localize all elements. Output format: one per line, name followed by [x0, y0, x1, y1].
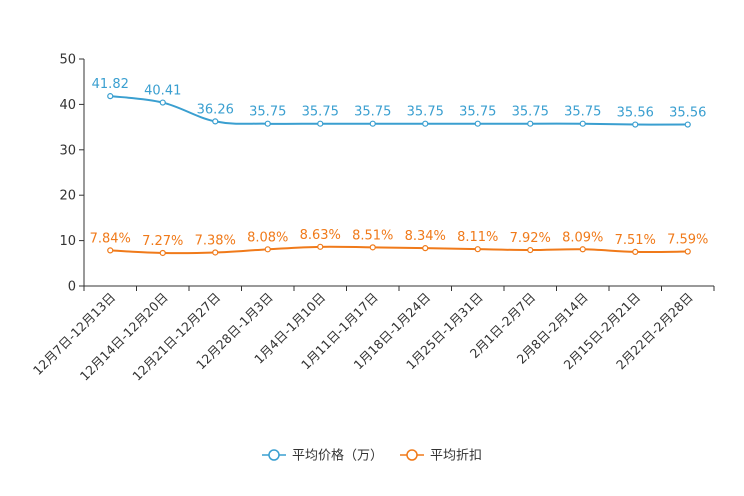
- series-1-data-label: 35.75: [407, 105, 444, 120]
- series-2-data-label: 8.63%: [300, 228, 341, 243]
- series-1-data-label: 35.75: [512, 105, 549, 120]
- series-1-data-label: 35.75: [459, 105, 496, 120]
- series-2-point[interactable]: [159, 249, 166, 257]
- series-1-point[interactable]: [264, 120, 271, 127]
- legend-marker-icon: [406, 449, 418, 461]
- series-1-point[interactable]: [317, 120, 324, 127]
- series-1-data-label: 35.75: [249, 105, 286, 120]
- series-line-2: [110, 245, 688, 255]
- series-2-point[interactable]: [369, 244, 376, 251]
- chart-axes: 0102030405012月7日-12月13日12月14日-12月20日12月2…: [30, 53, 715, 384]
- series-2-point[interactable]: [264, 246, 271, 253]
- series-1-data-label: 35.56: [617, 106, 654, 121]
- series-2-data-label: 8.08%: [247, 230, 288, 245]
- series-2-point[interactable]: [579, 246, 586, 253]
- legend-item-1[interactable]: 平均价格（万）: [262, 448, 383, 464]
- legend-marker-icon: [268, 449, 280, 461]
- series-1-data-label: 35.75: [354, 105, 391, 120]
- series-1-data-label: 40.41: [144, 84, 181, 99]
- y-tick-label: 50: [59, 53, 76, 68]
- series-2-point[interactable]: [474, 246, 481, 253]
- series-1-point[interactable]: [474, 120, 481, 127]
- series-1-point[interactable]: [159, 99, 166, 106]
- series-1-point[interactable]: [212, 118, 219, 125]
- x-tick-label: 12月21日-12月27日: [129, 290, 223, 384]
- series-2-data-label: 7.92%: [510, 231, 551, 246]
- series-2-data-label: 8.09%: [562, 230, 603, 245]
- series-2-point[interactable]: [107, 247, 114, 254]
- series-2-data-label: 8.11%: [457, 230, 498, 245]
- series-2-point[interactable]: [212, 249, 219, 256]
- series-line-1: [110, 95, 688, 126]
- chart-data-labels: 41.82 40.41 36.26 35.75 35.75 35.75 35.75 35.75…: [90, 77, 709, 249]
- y-tick-label: 40: [59, 98, 76, 113]
- series-1-data-label: 35.75: [564, 105, 601, 120]
- series-2-point[interactable]: [527, 246, 534, 254]
- y-tick-label: 10: [59, 234, 76, 249]
- series-2-data-label: 7.27%: [142, 234, 183, 249]
- series-1-data-label: 41.82: [92, 77, 129, 92]
- series-2-data-label: 7.84%: [90, 231, 131, 246]
- y-tick-label: 20: [59, 189, 76, 204]
- legend-label: 平均价格（万）: [292, 448, 383, 464]
- series-1-point[interactable]: [684, 121, 691, 128]
- series-2-data-label: 7.59%: [667, 233, 708, 248]
- series-2-data-label: 8.51%: [352, 228, 393, 243]
- series-2-point[interactable]: [632, 248, 639, 256]
- series-2-data-label: 7.38%: [195, 233, 236, 248]
- series-2-data-label: 8.34%: [405, 229, 446, 244]
- series-1-data-label: 35.75: [302, 105, 339, 120]
- series-2-point[interactable]: [317, 243, 324, 250]
- series-1-point[interactable]: [369, 120, 376, 127]
- series-2-point[interactable]: [684, 248, 691, 255]
- series-1-point[interactable]: [107, 93, 114, 100]
- legend-item-2[interactable]: 平均折扣: [400, 449, 482, 464]
- series-1-data-label: 36.26: [197, 102, 234, 117]
- y-tick-label: 30: [59, 143, 76, 158]
- series-1-point[interactable]: [527, 120, 534, 127]
- y-tick-label: 0: [68, 280, 76, 295]
- series-2-data-label: 7.51%: [615, 233, 656, 248]
- x-tick-label: 12月14日-12月20日: [77, 290, 171, 384]
- series-1-point[interactable]: [632, 121, 639, 128]
- series-2-point[interactable]: [422, 245, 429, 252]
- series-1-point[interactable]: [579, 120, 586, 127]
- legend-label: 平均折扣: [430, 449, 482, 464]
- series-1-data-label: 35.56: [669, 106, 706, 121]
- chart-legend[interactable]: 平均价格（万） 平均折扣: [262, 448, 482, 464]
- series-1-point[interactable]: [422, 120, 429, 127]
- chart-series: [107, 93, 691, 257]
